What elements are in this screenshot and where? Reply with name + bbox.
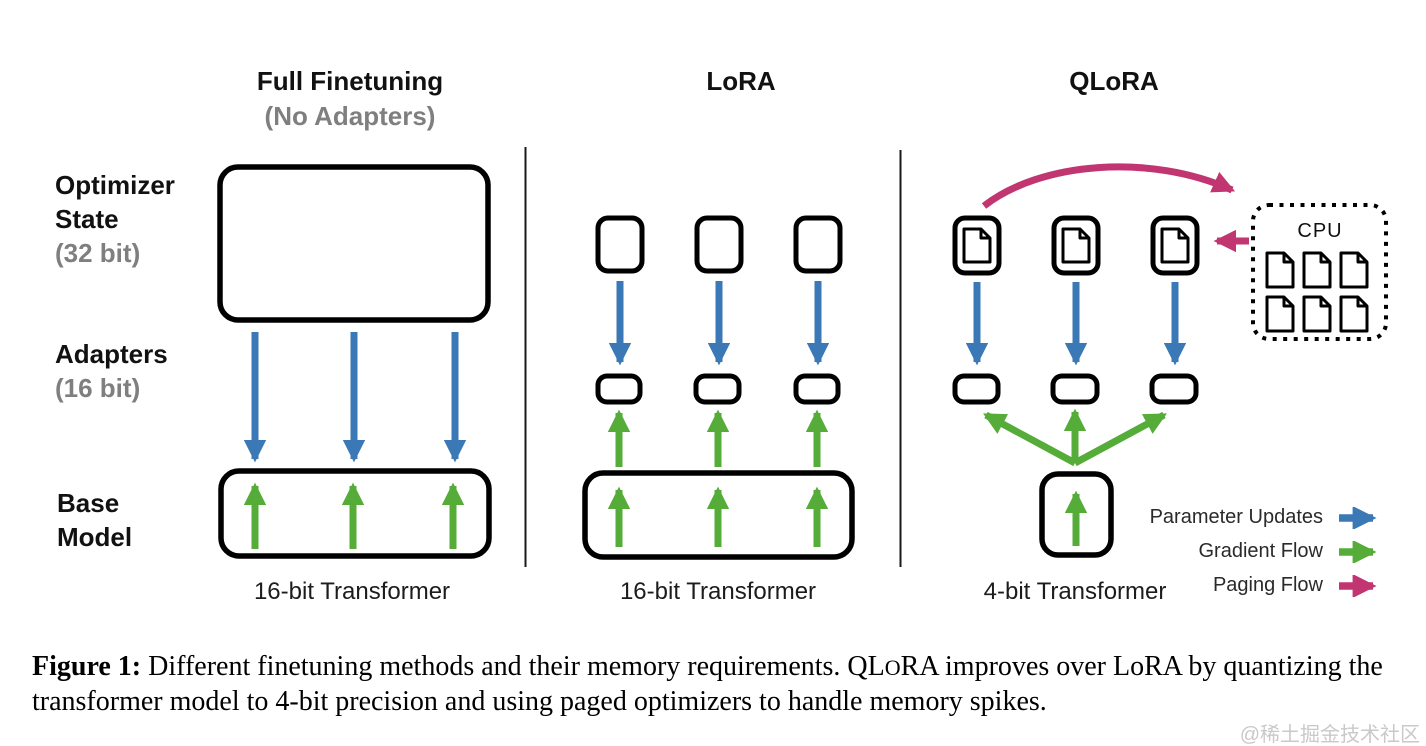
column-title-full-finetuning: Full Finetuning — [256, 66, 444, 96]
adapter-box — [793, 373, 841, 405]
legend-label: Paging Flow — [1212, 574, 1323, 596]
column-full-finetuning — [217, 164, 492, 559]
cpu-label: CPU — [1297, 220, 1343, 242]
bottom-label-lora: 16-bit Transformer — [619, 578, 817, 605]
paging-flow-arrow-icon — [1339, 574, 1377, 597]
caption-text: RA improves over LoRA by quantizing the … — [32, 651, 1383, 717]
optimizer-state-box — [694, 215, 744, 274]
optimizer-state-box — [793, 215, 843, 274]
page-icon — [1265, 295, 1295, 333]
figure-diagram — [217, 147, 1388, 567]
legend-label: Parameter Updates — [1149, 506, 1323, 528]
legend-label: Gradient Flow — [1198, 540, 1324, 562]
caption-label: Figure 1: — [32, 651, 142, 682]
row-label-base-model: Base Model — [57, 486, 132, 554]
watermark: @稀土掘金技术社区 — [1239, 724, 1420, 746]
row-label-line: Optimizer — [55, 170, 175, 200]
gradient-flow-arrow — [1073, 411, 1167, 467]
column-title-lora: LoRA — [706, 66, 776, 96]
row-label-line: Model — [57, 522, 133, 552]
parameter-updates-arrow-icon — [1339, 506, 1377, 529]
row-label-line: Base — [57, 488, 120, 518]
page-icon — [1302, 295, 1332, 333]
row-label-line: (16 bit) — [55, 373, 141, 403]
legend-row-gradient-flow: Gradient Flow — [1199, 540, 1387, 563]
page-icon — [1339, 295, 1369, 333]
bottom-label-qlora: 4-bit Transformer — [983, 578, 1167, 605]
optimizer-state-box — [217, 164, 491, 323]
gradient-flow-arrow-icon — [1339, 540, 1377, 563]
gradient-flow-arrow — [983, 411, 1077, 467]
figure-caption: Figure 1: Different finetuning methods a… — [32, 650, 1400, 719]
caption-smallcap: O — [884, 655, 901, 680]
paging-flow-arrow-to-cpu — [981, 163, 1236, 209]
column-qlora — [952, 163, 1388, 558]
page-icon — [962, 227, 992, 264]
column-title-qlora: QLoRA — [1069, 66, 1159, 96]
adapter-box — [952, 373, 1001, 405]
caption-text: Different finetuning methods and their m… — [141, 651, 885, 682]
page-icon — [1339, 251, 1369, 289]
column-lora — [582, 215, 855, 560]
row-label-line: Adapters — [55, 339, 168, 369]
page-icon — [1265, 251, 1295, 289]
page-icon — [1302, 251, 1332, 289]
legend-row-paging-flow: Paging Flow — [1213, 574, 1386, 597]
legend: Parameter Updates Gradient Flow Paging F… — [1150, 506, 1386, 597]
row-label-optimizer-state: Optimizer State (32 bit) — [55, 168, 175, 270]
column-subtitle-no-adapters: (No Adapters) — [264, 101, 436, 131]
page-icon — [1160, 227, 1190, 264]
bottom-label-full-finetuning: 16-bit Transformer — [253, 578, 451, 605]
legend-row-parameter-updates: Parameter Updates — [1150, 506, 1386, 529]
optimizer-state-box — [595, 215, 645, 274]
page-icon — [1061, 227, 1091, 264]
cpu-box — [1251, 203, 1388, 341]
adapter-box — [693, 373, 742, 405]
adapter-box — [1149, 373, 1199, 405]
row-label-line: State — [55, 204, 119, 234]
row-label-adapters: Adapters (16 bit) — [55, 337, 168, 405]
adapter-box — [1050, 373, 1100, 405]
adapter-box — [595, 373, 643, 405]
row-label-line: (32 bit) — [55, 238, 141, 268]
